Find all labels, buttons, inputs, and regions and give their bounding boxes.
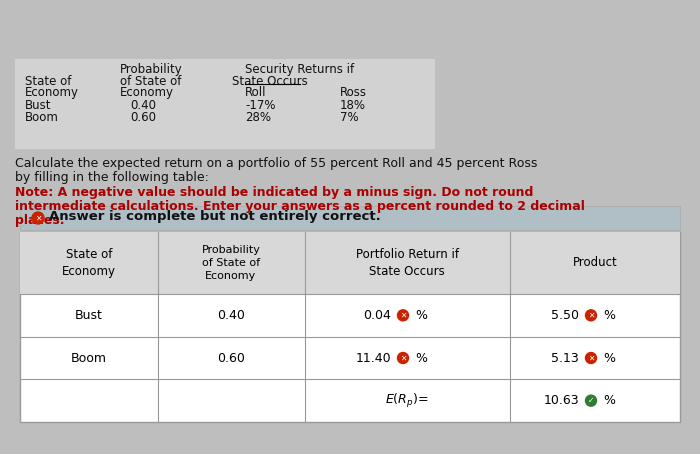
FancyBboxPatch shape <box>20 232 680 294</box>
Text: of State of: of State of <box>120 75 181 88</box>
Text: 0.60: 0.60 <box>130 111 156 124</box>
Text: 0.40: 0.40 <box>130 99 156 112</box>
Circle shape <box>398 310 409 321</box>
Circle shape <box>32 212 44 224</box>
Text: Boom: Boom <box>71 351 107 365</box>
Text: Economy: Economy <box>25 86 79 99</box>
Text: 0.40: 0.40 <box>217 309 245 322</box>
Text: Boom: Boom <box>25 111 59 124</box>
Text: Product: Product <box>573 257 617 270</box>
Text: Probability
of State of
Economy: Probability of State of Economy <box>202 245 260 281</box>
Text: Probability: Probability <box>120 63 183 76</box>
Text: $E(R_p)$=: $E(R_p)$= <box>385 392 428 410</box>
Text: 18%: 18% <box>340 99 366 112</box>
Text: 7%: 7% <box>340 111 358 124</box>
Text: Ross: Ross <box>340 86 367 99</box>
Text: ✕: ✕ <box>588 354 594 362</box>
Text: State of: State of <box>25 75 71 88</box>
Text: 11.40: 11.40 <box>356 351 391 365</box>
Text: %: % <box>603 394 615 407</box>
Text: 0.04: 0.04 <box>363 309 391 322</box>
Text: %: % <box>415 351 427 365</box>
Circle shape <box>585 310 596 321</box>
Text: Security Returns if: Security Returns if <box>245 63 354 76</box>
Text: ✕: ✕ <box>400 311 406 320</box>
FancyBboxPatch shape <box>20 206 680 230</box>
Text: Bust: Bust <box>75 309 103 322</box>
Text: 5.50: 5.50 <box>551 309 579 322</box>
Text: ✓: ✓ <box>588 396 594 405</box>
Text: ✕: ✕ <box>35 213 41 222</box>
Text: %: % <box>415 309 427 322</box>
Text: State Occurs: State Occurs <box>232 75 308 88</box>
Text: 0.60: 0.60 <box>217 351 245 365</box>
Text: Roll: Roll <box>245 86 267 99</box>
Text: ✕: ✕ <box>588 311 594 320</box>
Circle shape <box>585 395 596 406</box>
FancyBboxPatch shape <box>15 59 435 149</box>
Text: Calculate the expected return on a portfolio of 55 percent Roll and 45 percent R: Calculate the expected return on a portf… <box>15 157 538 170</box>
Circle shape <box>398 352 409 364</box>
Text: %: % <box>603 309 615 322</box>
Text: Portfolio Return if
State Occurs: Portfolio Return if State Occurs <box>356 248 459 278</box>
Text: Economy: Economy <box>120 86 174 99</box>
Text: 28%: 28% <box>245 111 271 124</box>
Text: ✕: ✕ <box>400 354 406 362</box>
Circle shape <box>585 352 596 364</box>
Text: Answer is complete but not entirely correct.: Answer is complete but not entirely corr… <box>49 210 381 223</box>
Text: State of
Economy: State of Economy <box>62 248 116 278</box>
Text: %: % <box>603 351 615 365</box>
Text: intermediate calculations. Enter your answers as a percent rounded to 2 decimal: intermediate calculations. Enter your an… <box>15 200 585 213</box>
FancyBboxPatch shape <box>20 232 680 422</box>
Text: Note: A negative value should be indicated by a minus sign. Do not round: Note: A negative value should be indicat… <box>15 186 533 199</box>
Text: 5.13: 5.13 <box>552 351 579 365</box>
Text: places.: places. <box>15 214 64 227</box>
Text: 10.63: 10.63 <box>543 394 579 407</box>
Text: -17%: -17% <box>245 99 276 112</box>
Text: by filling in the following table:: by filling in the following table: <box>15 171 209 184</box>
Text: Bust: Bust <box>25 99 52 112</box>
